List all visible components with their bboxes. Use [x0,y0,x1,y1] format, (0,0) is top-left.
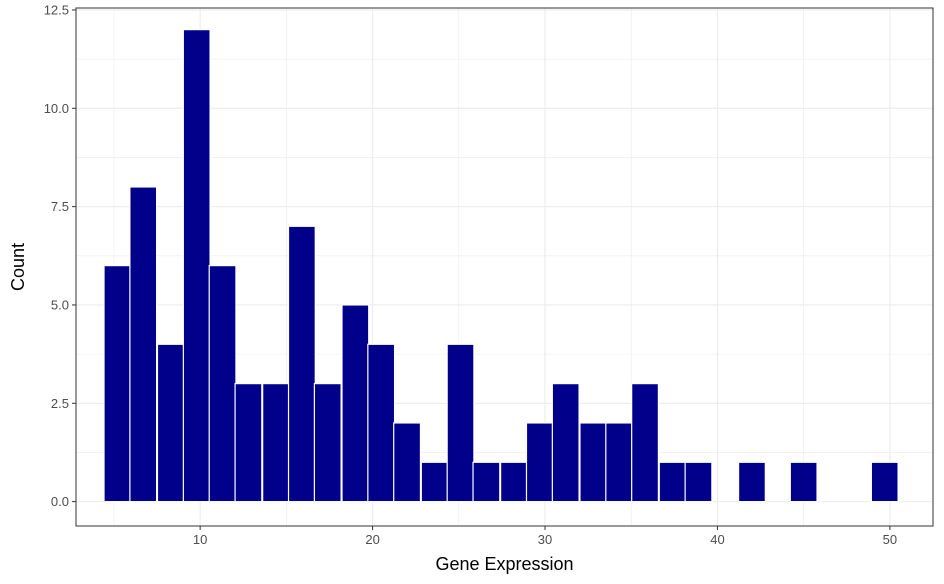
x-tick-label: 30 [538,532,552,547]
histogram-bar [551,383,580,503]
histogram-bar [684,461,713,503]
histogram-bar [870,461,899,503]
panel-border [75,7,934,527]
histogram-bar [129,186,158,503]
histogram-bar [393,422,422,503]
histogram-bar [737,461,766,503]
x-tick-label: 50 [883,532,897,547]
histogram-bar [234,383,263,503]
histogram-bar [103,265,132,503]
histogram-bar [500,461,528,503]
y-tick-label: 0.0 [51,494,69,509]
histogram-bar [262,383,290,503]
histogram-bar [313,383,342,503]
histogram-bar [446,343,475,503]
x-tick-label: 10 [193,532,207,547]
y-tick-label: 5.0 [51,297,69,312]
histogram-bar [472,461,501,503]
histogram-bar [341,304,370,503]
x-axis-title: Gene Expression [435,554,573,574]
histogram-bar [182,29,211,503]
y-axis: 0.0 2.5 5.0 7.5 10.0 12.5 [44,2,76,509]
y-axis-title: Count [8,243,28,291]
y-tick-label: 2.5 [51,396,69,411]
y-tick-label: 12.5 [44,2,69,17]
x-tick-label: 20 [365,532,379,547]
histogram-bar [579,422,608,503]
histogram-bar [208,265,237,503]
y-tick-label: 10.0 [44,101,69,116]
histogram-bar [367,343,396,503]
histogram-bar [789,461,818,503]
minor-gridlines [76,8,933,526]
x-axis: 10 20 30 40 50 [193,526,897,547]
histogram-bar [631,383,659,503]
y-tick-label: 7.5 [51,199,69,214]
x-tick-label: 40 [710,532,724,547]
histogram-bar [605,422,634,503]
histogram-bar [420,461,449,503]
histogram-bars [103,29,899,503]
histogram-bar [287,225,316,503]
histogram-bar [525,422,554,503]
histogram-bar [156,343,185,503]
histogram-bar [658,461,687,503]
